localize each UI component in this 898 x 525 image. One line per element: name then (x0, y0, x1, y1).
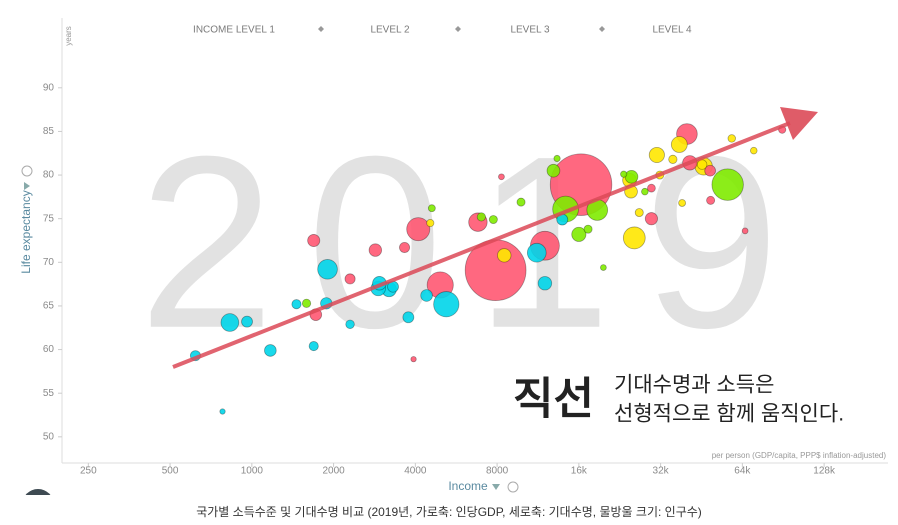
bubble (526, 242, 547, 263)
bubble (317, 259, 338, 280)
bubble (402, 311, 415, 324)
bubble (488, 215, 498, 225)
bubble (399, 241, 411, 253)
x-tick-label: 250 (80, 466, 97, 477)
x-axis-dropdown[interactable] (492, 484, 500, 490)
bubble (624, 169, 639, 184)
y-tick-label: 60 (43, 344, 55, 355)
bubble (668, 154, 678, 164)
bubble (264, 344, 277, 357)
bubble (307, 234, 321, 247)
bubble (706, 195, 716, 205)
bubbles (189, 123, 787, 415)
caption: 국가별 소득수준 및 기대수명 비교 (2019년, 가로축: 인당GDP, 세… (196, 505, 702, 519)
chart-background (0, 0, 898, 495)
background-year: 2019 (138, 105, 811, 379)
y-axis-dropdown[interactable] (24, 182, 30, 190)
y-tick-label: 90 (43, 82, 55, 93)
x-tick-label: 32k (653, 466, 670, 477)
bubble (301, 298, 312, 308)
bubble (644, 212, 658, 226)
x-tick-label: 2000 (322, 466, 345, 477)
bubble (498, 173, 505, 181)
y-tick-label: 80 (43, 170, 55, 181)
arrow-head (780, 107, 818, 140)
bubble (727, 134, 736, 143)
bubble (750, 146, 758, 155)
caption-background (0, 495, 898, 525)
header-divider (599, 26, 605, 32)
x-tick-label: 64k (734, 466, 751, 477)
y-tick-label: 85 (43, 126, 55, 137)
y-tick-label: 55 (43, 388, 55, 399)
bubble (420, 289, 433, 302)
bubble (634, 208, 644, 218)
bubble (704, 164, 716, 177)
bubble (622, 226, 646, 250)
y-unit: years (64, 26, 73, 46)
bubble (406, 217, 431, 242)
y-tick-label: 70 (43, 257, 55, 268)
header-divider (455, 26, 461, 32)
bubble (368, 243, 383, 257)
bubble (220, 313, 240, 332)
annotation-bold: 직선 (513, 375, 594, 424)
header-label: INCOME LEVEL 1 (193, 25, 275, 36)
bubble (426, 218, 435, 228)
header-label: LEVEL 3 (510, 25, 550, 36)
bubble (670, 136, 688, 153)
bubble (497, 248, 512, 263)
bubble (433, 291, 460, 318)
bubble (583, 224, 593, 234)
bubble (476, 212, 486, 222)
x-axis-help[interactable] (507, 481, 519, 493)
bubble (553, 154, 561, 163)
bubble (427, 204, 436, 213)
bubble (711, 168, 744, 201)
bubble (546, 163, 561, 178)
header-divider (318, 26, 324, 32)
bubble (537, 276, 553, 291)
x-tick-label: 1000 (241, 466, 264, 477)
annotation-line: 선형적으로 함께 움직인다. (614, 403, 844, 426)
bubble (741, 227, 749, 235)
y-axis-title: Life expectancy (19, 190, 33, 273)
annotation-line: 기대수명과 소득은 (614, 374, 774, 397)
header-label: LEVEL 4 (652, 25, 692, 36)
bubble (344, 273, 356, 285)
x-tick-label: 8000 (486, 466, 509, 477)
y-tick-label: 50 (43, 431, 55, 442)
bubble (219, 408, 226, 415)
bubble (345, 319, 355, 329)
bubble (241, 315, 253, 328)
y-tick-label: 65 (43, 301, 55, 312)
bubble (571, 226, 587, 242)
bubble (410, 356, 417, 363)
axes: 50 55 60 65 70 75 80 85 90 250 500 1000 2000 4000 8000… (43, 82, 836, 476)
x-axis-note: per person (GDP/capita, PPP$ inflation-a… (712, 451, 887, 460)
bubble (516, 197, 526, 207)
y-tick-label: 75 (43, 213, 55, 224)
header-label: LEVEL 2 (370, 25, 410, 36)
bubble (678, 199, 687, 207)
bubble (647, 183, 656, 193)
x-tick-label: 16k (571, 466, 588, 477)
bubble (291, 299, 302, 310)
bubble (641, 187, 649, 196)
bubble (308, 341, 319, 352)
x-tick-label: 500 (162, 466, 179, 477)
arrow-shaft (172, 121, 791, 369)
trend-arrow (172, 107, 818, 369)
bubble (620, 170, 628, 178)
x-axis-title: Income (448, 479, 488, 493)
x-tick-label: 4000 (404, 466, 427, 477)
x-tick-label: 128k (813, 466, 836, 477)
bubble (600, 264, 607, 271)
y-axis-help[interactable] (21, 165, 33, 177)
bubble (648, 146, 665, 164)
